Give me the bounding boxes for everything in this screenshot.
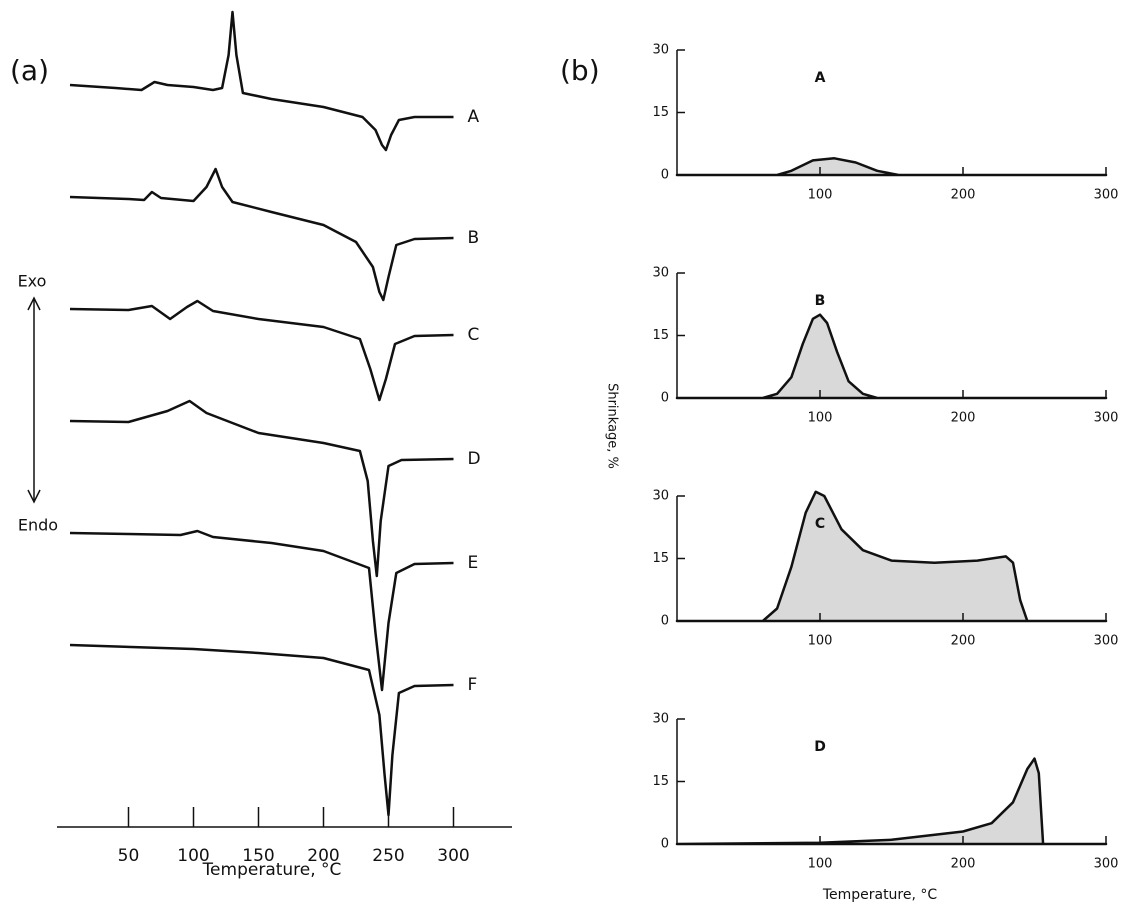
shrinkage-area <box>675 490 1108 623</box>
annotation: Endo <box>18 516 58 535</box>
dsc-curve <box>69 643 454 817</box>
subplot-title: B <box>815 293 826 309</box>
arrow-head <box>27 296 41 504</box>
dsc-curve <box>69 167 454 302</box>
x-tick-label: 200 <box>307 846 339 866</box>
panel-label: (b) <box>560 54 600 87</box>
x-tick-label: 200 <box>951 411 976 426</box>
x-tick-label: 300 <box>1094 411 1119 426</box>
subplot-title: A <box>815 70 826 86</box>
x-axis-label: Temperature, °C <box>822 887 938 903</box>
y-axis-label: Shrinkage, % <box>605 383 620 469</box>
x-tick-label: 200 <box>951 857 976 872</box>
y-tick-label: 15 <box>652 551 669 566</box>
x-tick-label: 300 <box>1094 188 1119 203</box>
x-tick-label: 100 <box>808 634 833 649</box>
y-tick-label: 30 <box>652 712 669 727</box>
y-tick-label: 30 <box>652 489 669 504</box>
x-tick-label: 200 <box>951 188 976 203</box>
y-tick-label: 0 <box>661 168 669 183</box>
dsc-curve <box>69 529 454 692</box>
curve-label: D <box>468 449 481 469</box>
y-tick-label: 0 <box>661 837 669 852</box>
panel-label: (a) <box>10 54 49 87</box>
x-tick-label: 300 <box>437 846 469 866</box>
x-tick-label: 100 <box>177 846 209 866</box>
curve-label: E <box>468 553 479 573</box>
y-tick-label: 30 <box>652 266 669 281</box>
curve-label: F <box>468 675 478 695</box>
x-tick-label: 50 <box>118 846 140 866</box>
x-tick-label: 300 <box>1094 857 1119 872</box>
x-tick-label: 200 <box>951 634 976 649</box>
subplot-title: C <box>815 516 825 532</box>
x-tick-label: 100 <box>808 411 833 426</box>
shrinkage-area <box>675 313 1108 400</box>
dsc-curve <box>69 399 454 578</box>
curve-label: C <box>468 325 480 345</box>
dsc-curve <box>69 10 454 152</box>
x-axis-label: Temperature, °C <box>202 860 342 880</box>
y-tick-label: 15 <box>652 105 669 120</box>
dsc-curve <box>69 299 454 402</box>
y-tick-label: 15 <box>652 328 669 343</box>
curve-label: A <box>468 107 480 127</box>
x-tick-label: 300 <box>1094 634 1119 649</box>
shrinkage-area <box>675 157 1108 177</box>
x-tick-label: 100 <box>808 857 833 872</box>
y-tick-label: 0 <box>661 391 669 406</box>
annotation: Exo <box>18 272 47 291</box>
subplot-title: D <box>814 739 826 755</box>
x-tick-label: 100 <box>808 188 833 203</box>
y-tick-label: 15 <box>652 774 669 789</box>
x-tick-label: 150 <box>242 846 274 866</box>
shrinkage-area <box>675 757 1108 846</box>
y-tick-label: 30 <box>652 43 669 58</box>
x-tick-label: 250 <box>372 846 404 866</box>
curve-label: B <box>468 228 480 248</box>
y-tick-label: 0 <box>661 614 669 629</box>
